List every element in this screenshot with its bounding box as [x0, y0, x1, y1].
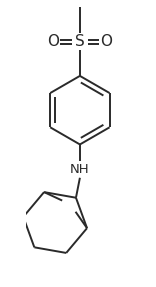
- Text: S: S: [75, 34, 85, 49]
- Text: O: O: [101, 34, 113, 49]
- Text: NH: NH: [70, 163, 90, 176]
- Text: O: O: [47, 34, 59, 49]
